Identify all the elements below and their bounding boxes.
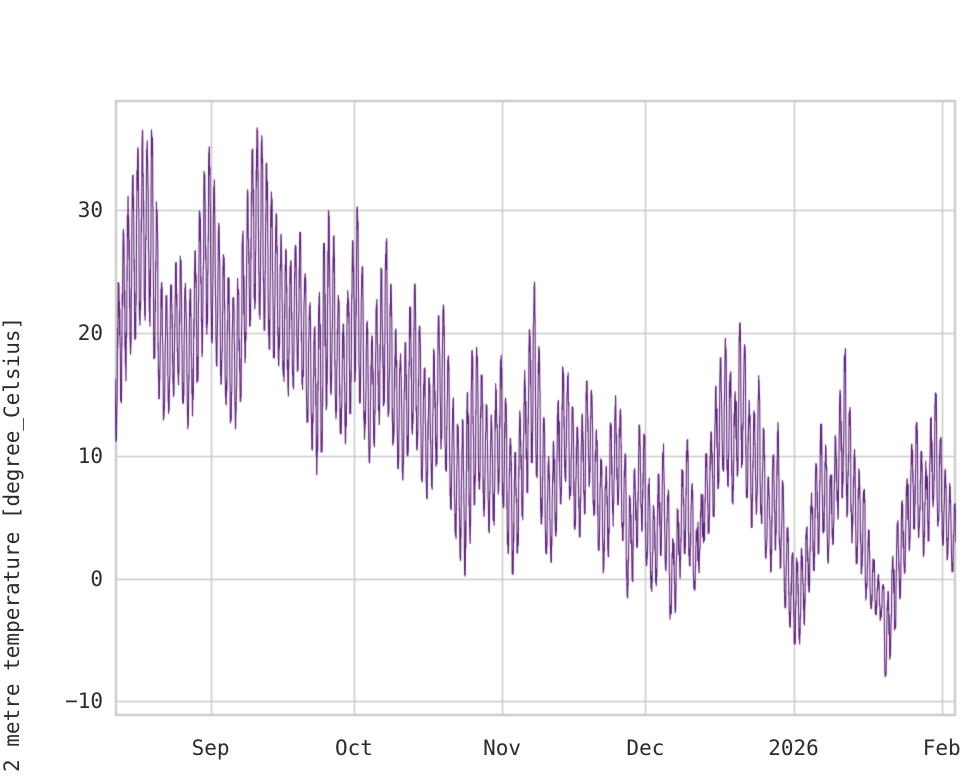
y-tick-label: 10: [77, 443, 103, 468]
x-tick-label: Feb: [922, 736, 961, 760]
x-tick-label: Oct: [334, 736, 373, 760]
x-tick-label: 2026: [768, 736, 819, 760]
x-tick-label: Dec: [626, 736, 665, 760]
y-tick-label: 0: [90, 566, 103, 591]
x-tick-label: Sep: [191, 736, 230, 760]
y-tick-label: 30: [77, 198, 103, 223]
y-tick-label: −10: [65, 689, 103, 714]
y-tick-label: 20: [77, 321, 103, 346]
x-tick-label: Nov: [483, 736, 522, 760]
